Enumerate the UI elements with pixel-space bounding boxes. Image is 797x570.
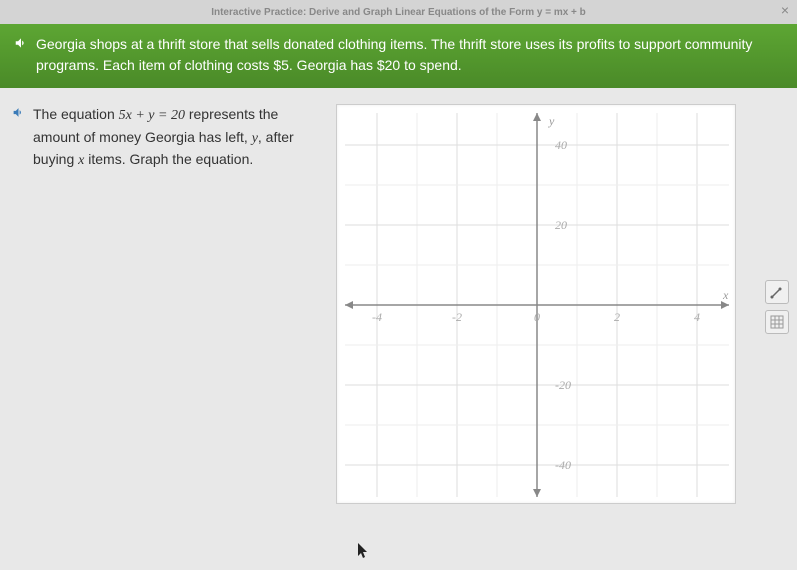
speaker-icon[interactable]: [14, 36, 28, 53]
close-icon[interactable]: ×: [781, 2, 789, 18]
svg-text:-4: -4: [372, 310, 382, 324]
titlebar: Interactive Practice: Derive and Graph L…: [0, 0, 797, 24]
pan-tool-button[interactable]: [765, 310, 789, 334]
svg-text:20: 20: [555, 218, 567, 232]
tool-palette: [765, 280, 793, 334]
context-banner: Georgia shops at a thrift store that sel…: [0, 24, 797, 88]
main-area: The equation 5x + y = 20 represents the …: [0, 88, 797, 504]
svg-text:2: 2: [614, 310, 620, 324]
draw-tool-button[interactable]: [765, 280, 789, 304]
svg-text:4: 4: [694, 310, 700, 324]
svg-text:40: 40: [555, 138, 567, 152]
svg-text:y: y: [548, 114, 555, 128]
svg-text:-40: -40: [555, 458, 571, 472]
svg-text:-20: -20: [555, 378, 571, 392]
graph-area[interactable]: -4-20244020-20-40yx: [336, 104, 736, 504]
prompt-part4: items. Graph the equation.: [84, 151, 253, 167]
svg-text:0: 0: [534, 310, 540, 324]
speaker-icon[interactable]: [12, 106, 25, 122]
prompt-equation: 5x + y = 20: [119, 108, 185, 123]
coordinate-grid[interactable]: -4-20244020-20-40yx: [337, 105, 737, 505]
prompt-part1: The equation: [33, 106, 119, 122]
cursor-icon: [358, 543, 370, 562]
prompt-column: The equation 5x + y = 20 represents the …: [12, 104, 322, 504]
lesson-title: Interactive Practice: Derive and Graph L…: [211, 7, 586, 18]
svg-text:-2: -2: [452, 310, 462, 324]
context-text: Georgia shops at a thrift store that sel…: [36, 34, 783, 76]
prompt-text: The equation 5x + y = 20 represents the …: [33, 104, 322, 172]
svg-text:x: x: [722, 288, 729, 302]
